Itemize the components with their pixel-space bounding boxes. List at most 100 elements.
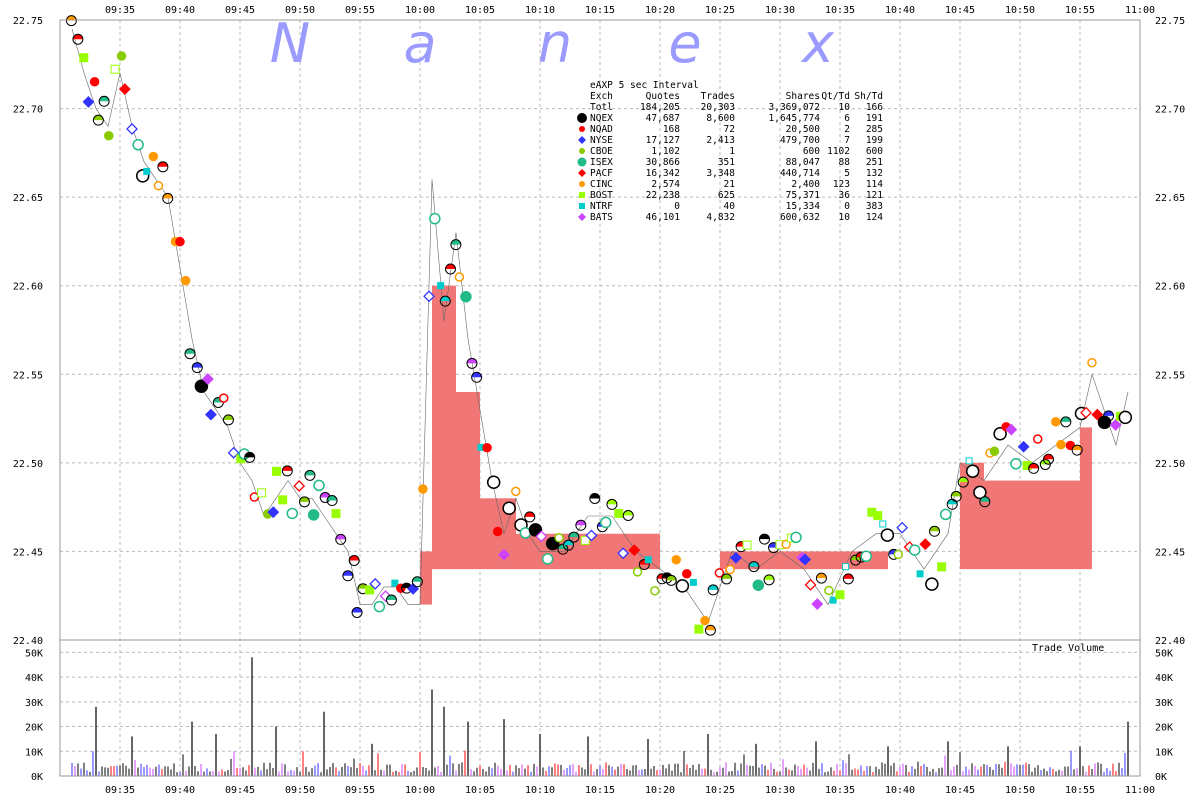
- legend-cell: NQAD: [590, 124, 613, 135]
- x-tick-label-top: 10:50: [1005, 5, 1035, 16]
- trade-band: [456, 392, 480, 570]
- legend-cell: 40: [724, 201, 736, 212]
- legend-cell: 0: [674, 201, 680, 212]
- quote-marker: [271, 466, 281, 476]
- trade-bands: [420, 285, 1092, 605]
- quote-marker: [331, 509, 341, 519]
- legend-cell: 47,687: [646, 113, 680, 124]
- quote-marker: [293, 480, 306, 492]
- quote-marker-outline: [704, 624, 716, 636]
- quote-marker-half: [524, 511, 535, 517]
- quote-marker-half: [282, 465, 293, 471]
- quote-marker: [1091, 408, 1104, 421]
- legend-marker: [579, 181, 585, 187]
- legend-cell: 8,600: [706, 113, 735, 124]
- y-tick-label-left: 22.70: [13, 105, 43, 116]
- quote-marker: [194, 379, 209, 393]
- quote-marker: [313, 479, 325, 492]
- legend-cell: NQEX: [590, 113, 613, 124]
- quote-marker-half: [192, 362, 203, 368]
- quote-marker-outline: [466, 357, 478, 369]
- x-tick-label-bottom: 10:15: [585, 785, 615, 796]
- vol-tick-label-left: 0K: [31, 772, 43, 783]
- quote-marker-half: [843, 573, 854, 579]
- legend-cell: 15,334: [786, 201, 821, 212]
- quote-marker-outline: [957, 476, 969, 488]
- quote-marker: [391, 579, 399, 587]
- x-tick-label-top: 10:05: [465, 5, 495, 16]
- legend-cell: 88,047: [786, 157, 820, 168]
- quote-marker: [939, 508, 952, 521]
- quote-marker-half: [99, 96, 110, 102]
- legend-cell: 121: [866, 190, 883, 201]
- quote-marker: [893, 549, 904, 560]
- quote-marker-half: [386, 595, 397, 601]
- x-tick-label-bottom: 11:00: [1125, 785, 1155, 796]
- quote-marker: [227, 446, 240, 459]
- quote-marker-half: [299, 496, 310, 502]
- legend-cell: 36: [839, 190, 851, 201]
- quote-marker: [965, 457, 973, 465]
- legend-cell: CINC: [590, 179, 613, 190]
- quote-marker-outline: [763, 574, 775, 586]
- legend-cell: 88: [839, 157, 851, 168]
- quote-marker: [1109, 418, 1122, 431]
- vol-tick-label-left: 10K: [25, 747, 43, 758]
- x-tick-label-bottom: 10:40: [885, 785, 915, 796]
- quote-marker: [429, 212, 441, 225]
- x-tick-label-bottom: 10:55: [1065, 785, 1095, 796]
- legend-cell: 1,102: [651, 146, 680, 157]
- legend-cell: 114: [866, 179, 883, 190]
- quote-marker: [218, 393, 229, 403]
- x-tick-label-top: 10:55: [1065, 5, 1095, 16]
- legend-cell: 4,832: [706, 212, 735, 223]
- quote-marker-outline: [1071, 444, 1083, 456]
- quote-marker: [528, 523, 543, 537]
- quote-marker: [829, 596, 837, 604]
- quote-marker: [1087, 358, 1097, 368]
- quote-marker-half: [1072, 445, 1083, 451]
- quote-marker-outline: [748, 561, 760, 573]
- legend-cell: 123: [833, 179, 850, 190]
- quote-marker: [541, 553, 554, 565]
- x-tick-label-bottom: 09:35: [105, 785, 135, 796]
- legend-marker: [579, 148, 585, 154]
- quote-marker: [1097, 415, 1112, 430]
- quote-marker-half: [708, 584, 719, 590]
- quote-marker-half: [320, 492, 331, 498]
- x-tick-label-bottom: 10:50: [1005, 785, 1035, 796]
- quote-marker: [482, 442, 492, 453]
- quote-marker-half: [401, 583, 412, 589]
- quote-marker: [824, 585, 834, 596]
- quote-marker: [799, 553, 812, 566]
- quote-marker: [671, 555, 681, 565]
- legend-cell: ISEX: [590, 157, 613, 168]
- quote-marker-half: [185, 348, 196, 354]
- legend-cell: 3,369,072: [769, 102, 820, 113]
- legend-cell: 16,342: [646, 168, 680, 179]
- legend-cell: CBOE: [590, 146, 613, 157]
- quote-marker-half: [66, 15, 77, 21]
- quote-marker-outline: [304, 469, 316, 481]
- legend: eAXP 5 sec Interval Exch Quotes Trades Shar…: [577, 80, 883, 223]
- quote-marker-outline: [326, 495, 338, 507]
- quote-marker-half: [589, 493, 600, 499]
- x-tick-label-top: 10:15: [585, 5, 615, 16]
- quote-marker: [278, 495, 288, 505]
- legend-cell: 251: [866, 157, 883, 168]
- quote-marker-half: [1060, 416, 1071, 422]
- legend-cell: 3,348: [706, 168, 735, 179]
- quote-marker-outline: [184, 348, 196, 360]
- quote-marker: [204, 408, 217, 421]
- quote-marker: [752, 579, 765, 591]
- quote-marker-half: [623, 510, 634, 516]
- quote-marker: [498, 548, 510, 561]
- legend-cell: 1,645,774: [769, 113, 821, 124]
- volume-panel: [71, 657, 1129, 776]
- quote-marker-outline: [351, 606, 363, 618]
- x-tick-label-bottom: 10:25: [705, 785, 735, 796]
- legend-cell: 22,238: [646, 190, 681, 201]
- quote-marker: [811, 598, 824, 610]
- legend-cell: 124: [866, 212, 883, 223]
- x-tick-label-top: 09:45: [225, 5, 255, 16]
